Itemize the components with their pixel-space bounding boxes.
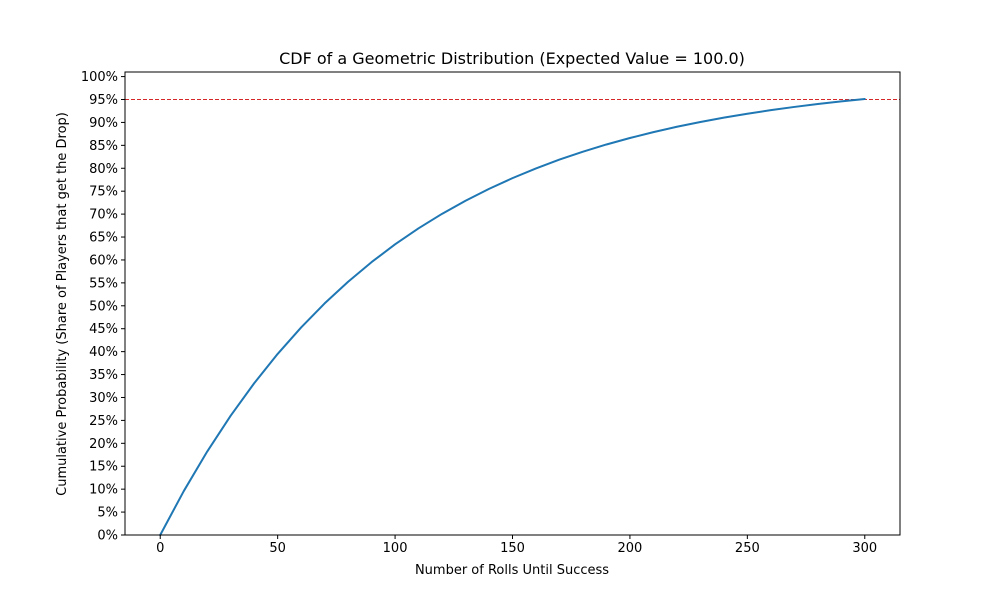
y-tick-label: 0% bbox=[97, 529, 118, 544]
x-tick-label: 300 bbox=[852, 541, 877, 556]
plot-frame bbox=[124, 71, 901, 536]
y-axis-label: Cumulative Probability (Share of Players… bbox=[55, 112, 70, 496]
y-tick-label: 70% bbox=[89, 208, 118, 223]
y-tick-label: 85% bbox=[89, 139, 118, 154]
y-tick-label: 95% bbox=[89, 93, 118, 108]
y-tick-label: 10% bbox=[89, 483, 118, 498]
y-tick-label: 25% bbox=[89, 414, 118, 429]
x-tick-label: 50 bbox=[269, 541, 286, 556]
y-tick-label: 60% bbox=[89, 253, 118, 268]
y-tick-label: 40% bbox=[89, 345, 118, 360]
x-tick-label: 150 bbox=[500, 541, 525, 556]
x-tick-label: 250 bbox=[735, 541, 760, 556]
y-tick-label: 35% bbox=[89, 368, 118, 383]
x-tick-label: 200 bbox=[618, 541, 643, 556]
y-tick-label: 100% bbox=[81, 70, 118, 85]
x-axis-label: Number of Rolls Until Success bbox=[415, 563, 609, 578]
y-tick-label: 50% bbox=[89, 299, 118, 314]
x-tick-label: 100 bbox=[383, 541, 408, 556]
x-tick-label: 0 bbox=[156, 541, 164, 556]
y-tick-label: 90% bbox=[89, 116, 118, 131]
y-tick-label: 75% bbox=[89, 185, 118, 200]
y-tick-label: 45% bbox=[89, 322, 118, 337]
y-tick-label: 30% bbox=[89, 391, 118, 406]
y-tick-label: 55% bbox=[89, 276, 118, 291]
y-tick-label: 15% bbox=[89, 460, 118, 475]
series-line-0 bbox=[159, 98, 866, 536]
chart-title: CDF of a Geometric Distribution (Expecte… bbox=[279, 49, 745, 68]
y-tick-label: 20% bbox=[89, 437, 118, 452]
plot-layer: 0 50 100 150 200 250 300 0% 5% 10% 15% 20% 25% 30% 35%… bbox=[81, 70, 901, 556]
y-tick-label: 65% bbox=[89, 231, 118, 246]
y-tick-label: 80% bbox=[89, 162, 118, 177]
y-tick-label: 5% bbox=[97, 506, 118, 521]
